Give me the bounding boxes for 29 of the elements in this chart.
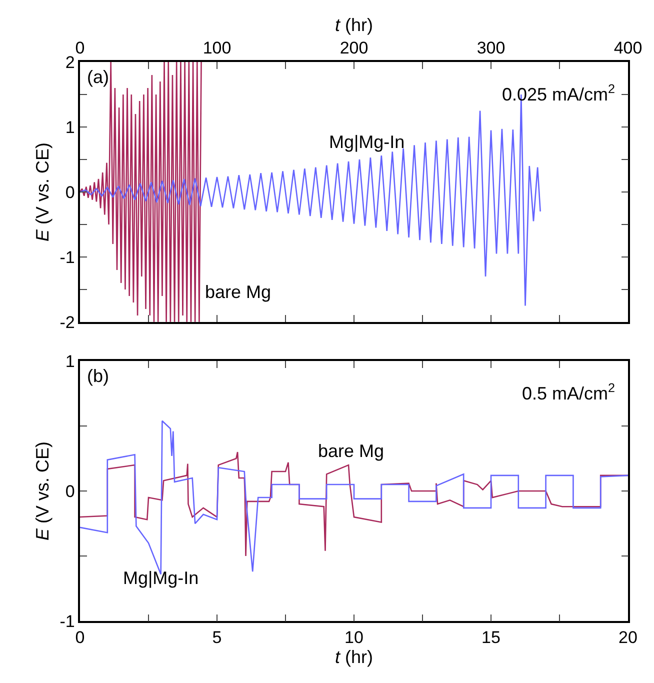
x-axis-title: t (hr) [334,15,374,36]
series-label: bare Mg [205,282,272,302]
x-tick-label: 100 [202,38,232,58]
y-tick-label: -1 [60,612,75,631]
x-tick-label: 300 [476,38,506,58]
annotation: 0.5 mA/cm$^{2}$ [522,381,616,404]
x-tick-label: 20 [618,628,638,648]
y-axis-title: E (V vs. CE) [32,142,52,242]
y-axis-title: E (V vs. CE) [32,442,52,541]
y-tick-label: 2 [65,52,75,72]
annotation: (b) [87,366,109,386]
y-tick-label: 0 [65,182,75,202]
y-tick-label: 1 [65,352,75,372]
y-tick-label: -1 [60,248,75,267]
series-label: Mg|Mg-In [123,568,199,588]
y-tick-label: -2 [60,312,75,332]
x-axis-title: t (hr) [334,647,374,668]
series-label: bare Mg [318,441,384,461]
annotation: (a) [87,67,109,87]
line-series [80,62,202,322]
x-tick-label: 200 [340,38,368,58]
y-tick-label: 1 [65,118,75,137]
x-tick-label: 400 [614,38,642,58]
y-tick-label: 0 [65,482,75,501]
x-tick-label: 10 [344,628,364,648]
x-tick-label: 15 [482,628,500,648]
series-label: Mg|Mg-In [329,132,405,152]
annotation: 0.025 mA/cm$^{2}$ [502,82,616,105]
x-tick-label: 5 [212,628,222,648]
